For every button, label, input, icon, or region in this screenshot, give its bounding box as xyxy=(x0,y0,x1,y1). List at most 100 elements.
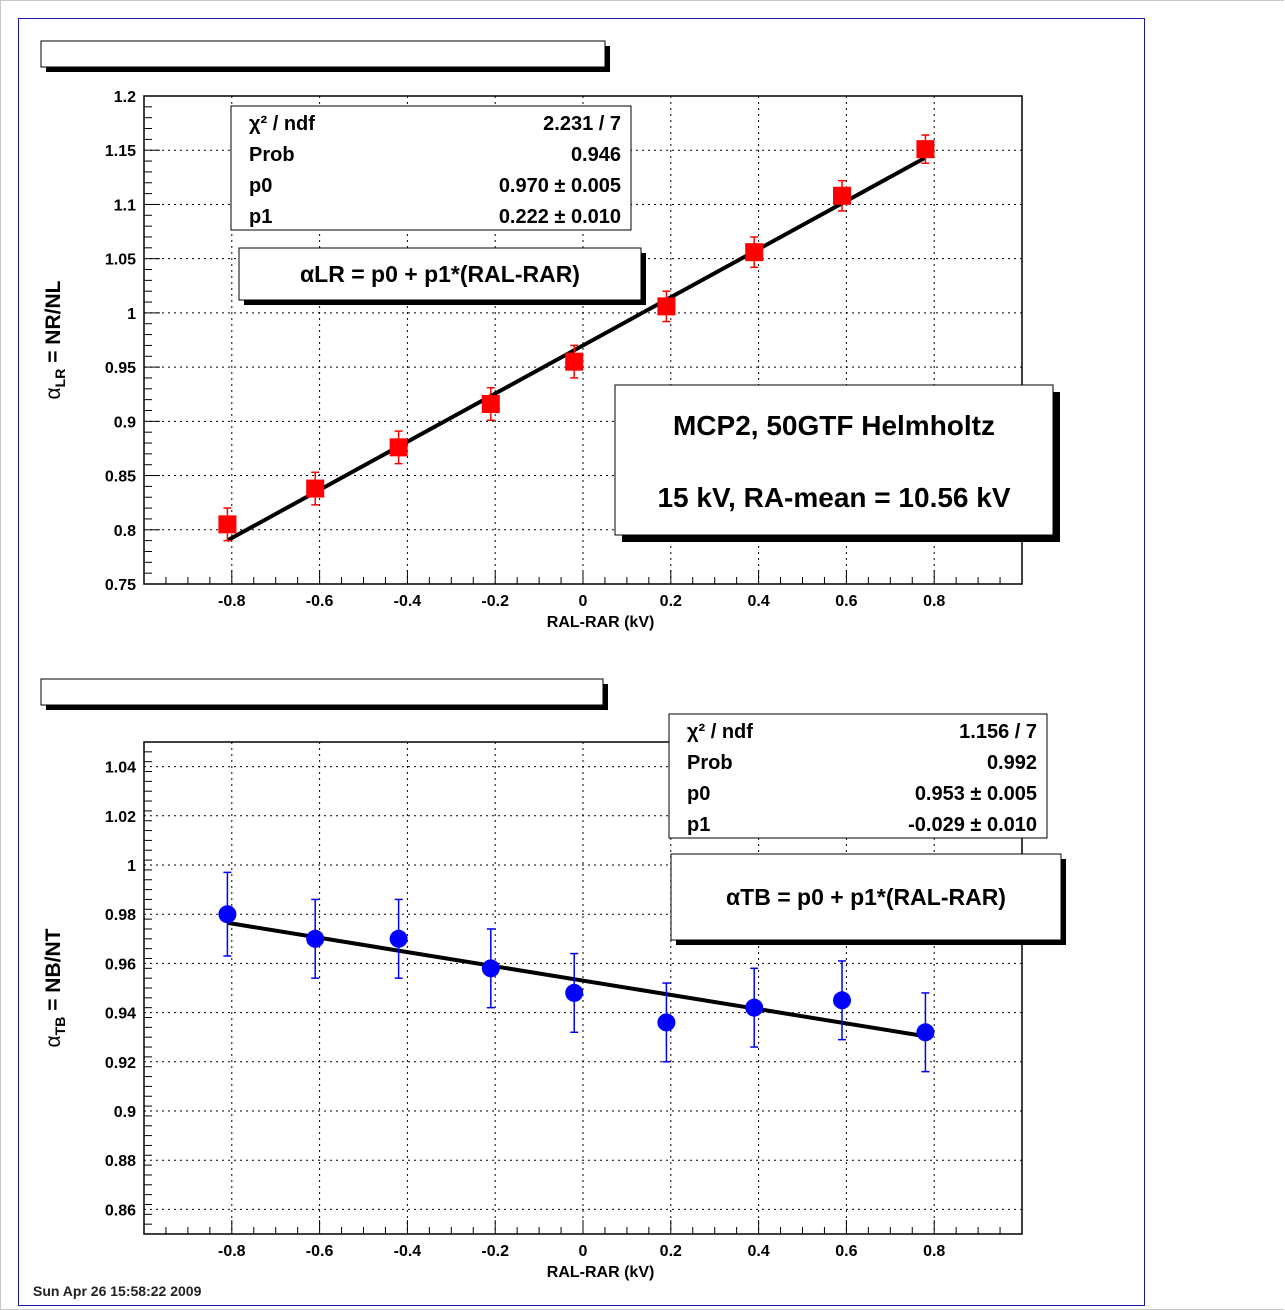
x-tick-label: -0.8 xyxy=(218,593,246,610)
y-tick-label: 0.9 xyxy=(114,414,136,431)
x-tick-label: 0.8 xyxy=(923,1243,945,1260)
x-tick-label: 0.8 xyxy=(923,593,945,610)
stats-box xyxy=(668,713,1048,839)
y-axis-label: αTB = NB/NT xyxy=(42,928,68,1047)
data-point xyxy=(389,438,408,457)
data-point xyxy=(745,243,764,262)
stats-value: 0.970 ± 0.005 xyxy=(499,175,621,197)
y-axis-label: αLR = NR/NL xyxy=(42,280,68,399)
stats-label: χ² / ndf xyxy=(687,721,753,743)
y-tick-label: 1 xyxy=(127,306,136,323)
chart-panel-2: MCP2, 50GTF Helmholtz magnet, Cut: , no … xyxy=(42,684,1066,1281)
stats-label: p0 xyxy=(687,783,710,805)
data-point xyxy=(218,905,237,924)
stats-value: 2.231 / 7 xyxy=(543,113,621,135)
x-tick-label: -0.6 xyxy=(306,593,334,610)
data-point xyxy=(306,479,325,498)
y-axis-label-rest: = NB/NT xyxy=(42,928,65,1016)
x-tick-label: 0 xyxy=(579,593,588,610)
y-axis-label-rest: = NR/NL xyxy=(42,280,65,368)
y-axis-label-alpha: α xyxy=(42,1035,65,1047)
data-point xyxy=(916,140,935,159)
chart-panel-1: MCP2, 50GTF Helmholtz magnet, Cut: , no … xyxy=(42,46,1060,631)
y-axis-label-subscript: LR xyxy=(52,369,68,388)
data-point xyxy=(916,1023,935,1042)
y-tick-label: 0.86 xyxy=(105,1202,136,1219)
x-tick-label: -0.6 xyxy=(306,1243,334,1260)
data-point xyxy=(306,929,325,948)
y-tick-label: 0.94 xyxy=(105,1006,136,1023)
stats-value: -0.029 ± 0.010 xyxy=(908,814,1037,836)
formula-text: αLR = p0 + p1*(RAL-RAR) xyxy=(300,261,580,287)
formula-box xyxy=(670,853,1062,941)
y-tick-label: 0.88 xyxy=(105,1153,136,1170)
x-tick-label: -0.8 xyxy=(218,1243,246,1260)
x-tick-label: 0.4 xyxy=(747,593,769,610)
stats-box xyxy=(230,105,632,231)
y-tick-label: 0.75 xyxy=(105,577,136,594)
stats-value: 0.992 xyxy=(987,752,1037,774)
y-tick-label: 0.85 xyxy=(105,469,136,486)
y-tick-label: 0.96 xyxy=(105,956,136,973)
info-box xyxy=(614,384,1054,536)
stats-label: Prob xyxy=(687,752,733,774)
data-point xyxy=(745,998,764,1017)
y-axis-label-subscript: TB xyxy=(52,1017,68,1036)
stats-value: 0.953 ± 0.005 xyxy=(915,783,1037,805)
y-tick-label: 1.04 xyxy=(105,760,136,777)
data-point xyxy=(565,352,584,371)
x-tick-label: -0.2 xyxy=(481,593,509,610)
x-tick-label: 0 xyxy=(579,1243,588,1260)
data-point xyxy=(833,186,852,205)
info-box-line: MCP2, 50GTF Helmholtz xyxy=(673,410,995,441)
formula-text: αTB = p0 + p1*(RAL-RAR) xyxy=(726,884,1006,910)
data-point xyxy=(833,991,852,1010)
x-axis-label: RAL-RAR (kV) xyxy=(547,614,655,631)
y-tick-label: 1.2 xyxy=(114,89,136,106)
y-tick-label: 0.8 xyxy=(114,523,136,540)
chart-title-box xyxy=(40,678,604,706)
data-point xyxy=(481,394,500,413)
x-tick-label: -0.2 xyxy=(481,1243,509,1260)
stats-label: Prob xyxy=(249,144,295,166)
y-tick-label: 0.92 xyxy=(105,1055,136,1072)
y-tick-label: 0.98 xyxy=(105,907,136,924)
x-tick-label: 0.4 xyxy=(747,1243,769,1260)
x-tick-label: 0.2 xyxy=(660,593,682,610)
y-tick-label: 1.05 xyxy=(105,252,136,269)
x-tick-label: 0.6 xyxy=(835,593,857,610)
stats-label: p1 xyxy=(687,814,710,836)
info-box-line: 15 kV, RA-mean = 10.56 kV xyxy=(657,482,1010,513)
x-tick-label: 0.2 xyxy=(660,1243,682,1260)
canvas-frame: MCP2, 50GTF Helmholtz magnet, Cut: , no … xyxy=(18,18,1145,1306)
x-tick-label: 0.6 xyxy=(835,1243,857,1260)
formula-box xyxy=(238,247,642,301)
y-tick-label: 0.95 xyxy=(105,360,136,377)
stats-value: 0.946 xyxy=(571,144,621,166)
data-point xyxy=(657,297,676,316)
stats-value: 0.222 ± 0.010 xyxy=(499,206,621,228)
data-point xyxy=(481,959,500,978)
data-point xyxy=(218,515,237,534)
y-tick-label: 1.1 xyxy=(114,197,136,214)
y-tick-label: 1 xyxy=(127,858,136,875)
stats-value: 1.156 / 7 xyxy=(959,721,1037,743)
stats-label: p1 xyxy=(249,206,272,228)
data-point xyxy=(389,929,408,948)
y-axis-label-alpha: α xyxy=(42,387,65,399)
fit-line xyxy=(226,155,927,543)
plots-svg: MCP2, 50GTF Helmholtz magnet, Cut: , no … xyxy=(40,40,1066,1281)
y-tick-label: 0.9 xyxy=(114,1104,136,1121)
stats-label: p0 xyxy=(249,175,272,197)
chart-title-box xyxy=(40,40,606,68)
x-tick-label: -0.4 xyxy=(394,1243,422,1260)
footer-date: Sun Apr 26 15:58:22 2009 xyxy=(33,1283,202,1299)
y-tick-label: 1.02 xyxy=(105,809,136,826)
data-point xyxy=(657,1013,676,1032)
fit-line xyxy=(227,920,926,1039)
data-point xyxy=(565,983,584,1002)
x-axis-label: RAL-RAR (kV) xyxy=(547,1264,655,1281)
y-tick-label: 1.15 xyxy=(105,143,136,160)
x-tick-label: -0.4 xyxy=(394,593,422,610)
stats-label: χ² / ndf xyxy=(249,113,315,135)
